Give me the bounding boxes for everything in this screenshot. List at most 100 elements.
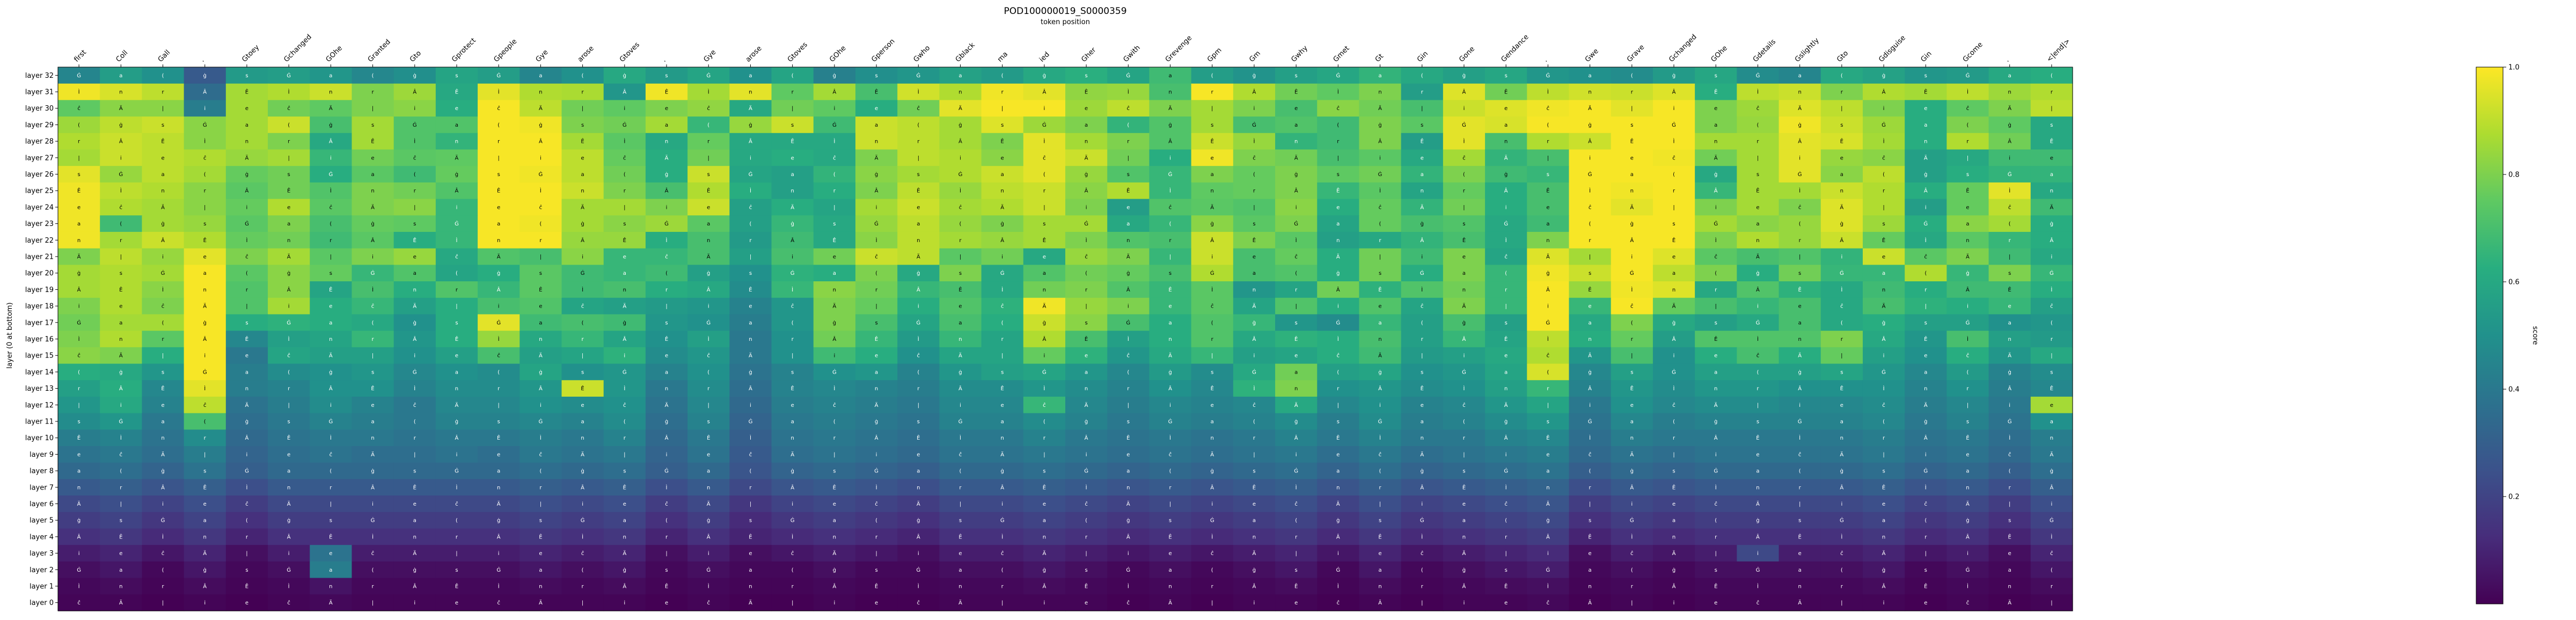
cell-label: Â [119, 385, 123, 392]
cell-label: Ì [1883, 385, 1885, 392]
cell-label: ( [1253, 172, 1255, 178]
heatmap-cell [2030, 199, 2073, 216]
cell-label: ĉ [1757, 105, 1760, 112]
cell-label: a [749, 320, 752, 326]
cell-label: n [329, 583, 332, 589]
cell-label: | [414, 452, 415, 458]
cell-label: ġ [1421, 469, 1424, 475]
heatmap-cell [897, 231, 940, 249]
heatmap-cell [184, 182, 226, 200]
cell-label: Ì [1001, 533, 1003, 540]
cell-label: Â [1714, 187, 1718, 194]
cell-label: | [1631, 353, 1633, 359]
heatmap-cell [1065, 133, 1108, 150]
cell-label: Â [1253, 335, 1256, 342]
cell-label: Ä [2050, 203, 2053, 210]
cell-label: Ì [624, 138, 625, 145]
heatmap-cell [1820, 215, 1863, 232]
heatmap-cell [1695, 83, 1737, 100]
cell-label: ġ [539, 369, 542, 375]
heatmap-cell [1527, 182, 1570, 200]
cell-label: s [1001, 369, 1004, 375]
cell-label: Ä [1588, 352, 1592, 359]
x-tick-label: Gwith [1122, 44, 1142, 64]
cell-label: Â [958, 385, 962, 392]
cell-label: r [120, 238, 122, 244]
cell-label: ĉ [707, 600, 710, 606]
cell-label: i [1673, 600, 1675, 606]
heatmap-cell [1065, 231, 1108, 249]
x-tick-label: GOhe [1709, 44, 1729, 63]
heatmap-cell [729, 83, 772, 100]
cell-label: Ä [1336, 253, 1340, 260]
cell-label: ( [792, 73, 794, 79]
cell-label: Ä [1420, 203, 1424, 210]
cell-label: e [1126, 205, 1130, 210]
cell-label: Ä [917, 253, 920, 260]
heatmap-cell [1107, 231, 1150, 249]
cell-label: ĉ [162, 550, 165, 557]
y-axis-label: layer (0 at bottom) [6, 302, 14, 369]
heatmap-cell [1107, 83, 1150, 100]
cell-label: a [245, 122, 248, 128]
cell-label: n [161, 188, 164, 194]
heatmap-cell [352, 182, 394, 200]
cell-label: a [791, 419, 794, 425]
cell-label: ĉ [1337, 105, 1340, 112]
heatmap-cell [1191, 67, 1234, 84]
heatmap-cell [981, 83, 1024, 100]
cell-label: Ê [1253, 237, 1256, 244]
cell-label: a [539, 567, 542, 573]
cell-label: s [1840, 122, 1843, 128]
heatmap-cell [519, 231, 562, 249]
heatmap-cell [1191, 199, 1234, 216]
cell-label: | [1337, 403, 1339, 409]
cell-label: ĉ [1504, 501, 1507, 507]
cell-label: a [1882, 518, 1885, 524]
cell-label: Ê [623, 484, 626, 491]
heatmap-cell [1905, 67, 1947, 84]
cell-label: e [749, 304, 752, 310]
cell-label: i [1799, 155, 1801, 161]
cell-label: s [245, 567, 248, 573]
cell-label: Ì [330, 434, 332, 441]
cell-label: ĉ [203, 155, 207, 161]
cell-label: Ì [1043, 385, 1045, 392]
cell-label: n [958, 337, 962, 342]
cell-label: s [1295, 320, 1298, 326]
cell-label: Â [1168, 138, 1172, 145]
cell-label: e [497, 205, 500, 210]
cell-label: Ä [455, 402, 459, 409]
heatmap-cell [393, 231, 436, 249]
cell-label: | [414, 205, 415, 210]
cell-label: s [1757, 172, 1759, 178]
cell-label: Ê [245, 89, 248, 96]
heatmap-cell [1023, 199, 1066, 216]
cell-label: ġ [245, 172, 248, 178]
cell-label: ĉ [623, 155, 626, 161]
heatmap-cell [1233, 166, 1276, 183]
cell-label: | [162, 353, 164, 359]
cell-label: ( [875, 518, 877, 524]
heatmap-cell [1569, 100, 1612, 117]
cell-label: a [1168, 567, 1172, 573]
cell-label: a [245, 369, 248, 375]
heatmap-cell [897, 166, 940, 183]
heatmap-cell [1737, 83, 1780, 100]
cell-label: s [581, 122, 584, 128]
cell-label: s [833, 221, 836, 227]
cell-label: Ì [372, 533, 374, 540]
cell-label: ( [1631, 73, 1633, 79]
cell-label: Ì [1086, 484, 1087, 491]
cell-label: ( [2051, 320, 2053, 326]
cell-label: | [1001, 600, 1003, 606]
heatmap-cell [645, 248, 688, 265]
cell-label: n [1882, 287, 1885, 293]
heatmap-cell [1275, 83, 1318, 100]
cell-label: Â [1000, 484, 1004, 491]
cell-label: i [498, 304, 500, 310]
cell-label: a [539, 320, 542, 326]
heatmap-cell [1652, 133, 1695, 150]
cell-label: ( [917, 122, 919, 128]
cell-label: s [1882, 221, 1885, 227]
